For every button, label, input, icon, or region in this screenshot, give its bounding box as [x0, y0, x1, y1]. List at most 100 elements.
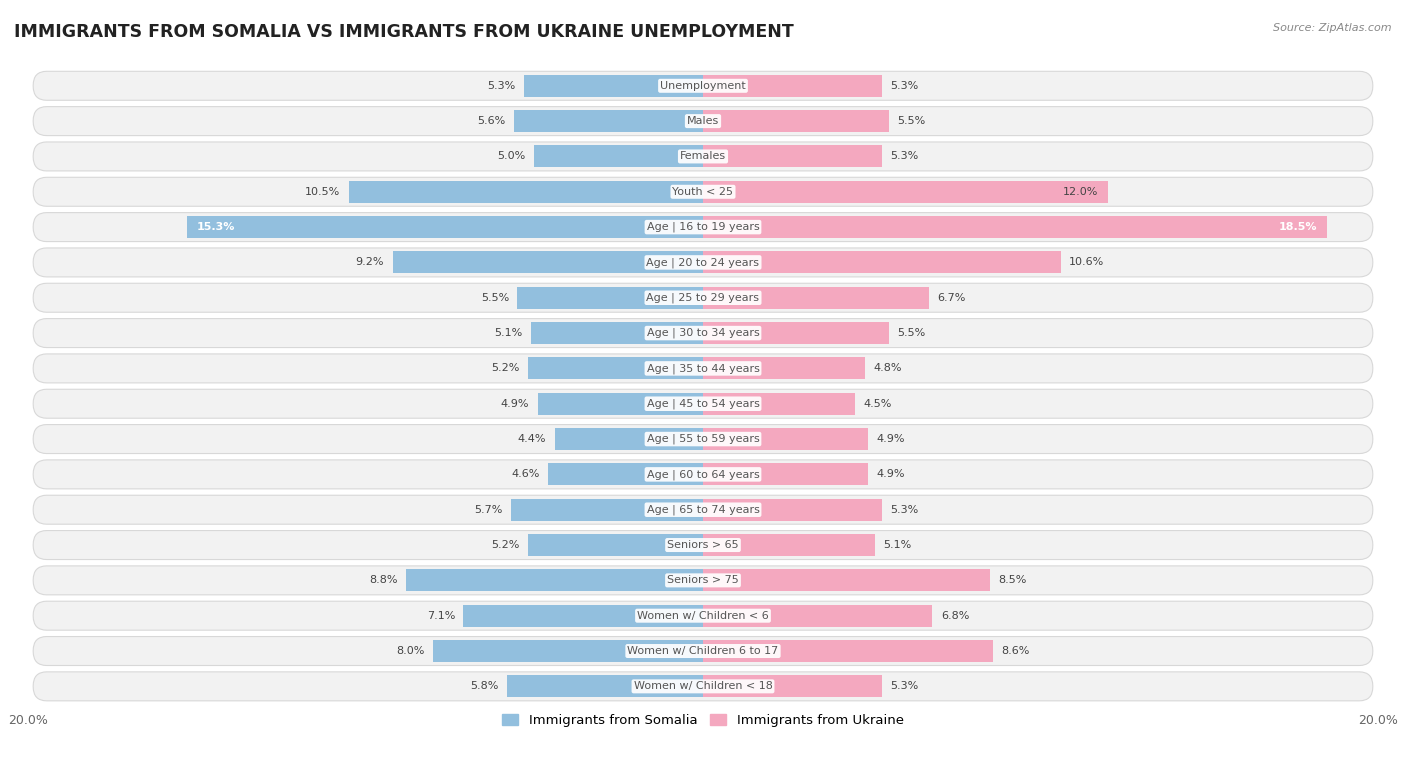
Text: 5.3%: 5.3% — [488, 81, 516, 91]
Bar — [703, 393, 855, 415]
Bar — [527, 534, 703, 556]
Text: Age | 45 to 54 years: Age | 45 to 54 years — [647, 398, 759, 409]
Bar — [524, 75, 703, 97]
Text: 5.3%: 5.3% — [890, 151, 918, 161]
Text: Age | 20 to 24 years: Age | 20 to 24 years — [647, 257, 759, 268]
Text: Youth < 25: Youth < 25 — [672, 187, 734, 197]
Text: Age | 35 to 44 years: Age | 35 to 44 years — [647, 363, 759, 374]
Text: 18.5%: 18.5% — [1278, 222, 1317, 232]
Bar — [703, 534, 875, 556]
Bar — [703, 111, 889, 132]
Bar — [537, 393, 703, 415]
Text: 4.9%: 4.9% — [877, 434, 905, 444]
Bar — [703, 675, 882, 697]
FancyBboxPatch shape — [34, 71, 1372, 100]
Bar — [703, 640, 993, 662]
Text: 4.9%: 4.9% — [501, 399, 529, 409]
FancyBboxPatch shape — [34, 177, 1372, 206]
Bar — [527, 357, 703, 379]
Text: 5.5%: 5.5% — [897, 116, 925, 126]
FancyBboxPatch shape — [34, 389, 1372, 418]
Bar — [703, 569, 990, 591]
Bar — [703, 428, 869, 450]
FancyBboxPatch shape — [34, 531, 1372, 559]
Text: 8.6%: 8.6% — [1001, 646, 1031, 656]
Text: 8.5%: 8.5% — [998, 575, 1026, 585]
Bar — [508, 675, 703, 697]
FancyBboxPatch shape — [34, 319, 1372, 347]
Text: Seniors > 75: Seniors > 75 — [666, 575, 740, 585]
Text: 6.8%: 6.8% — [941, 611, 969, 621]
Text: 5.0%: 5.0% — [498, 151, 526, 161]
FancyBboxPatch shape — [34, 637, 1372, 665]
FancyBboxPatch shape — [34, 601, 1372, 630]
Text: IMMIGRANTS FROM SOMALIA VS IMMIGRANTS FROM UKRAINE UNEMPLOYMENT: IMMIGRANTS FROM SOMALIA VS IMMIGRANTS FR… — [14, 23, 794, 41]
Bar — [703, 287, 929, 309]
Bar — [703, 605, 932, 627]
Text: 4.6%: 4.6% — [510, 469, 540, 479]
Text: 12.0%: 12.0% — [1063, 187, 1098, 197]
Text: 5.1%: 5.1% — [495, 328, 523, 338]
Bar — [703, 322, 889, 344]
FancyBboxPatch shape — [34, 248, 1372, 277]
Text: Age | 55 to 59 years: Age | 55 to 59 years — [647, 434, 759, 444]
FancyBboxPatch shape — [34, 460, 1372, 489]
Bar — [392, 251, 703, 273]
Bar — [515, 111, 703, 132]
FancyBboxPatch shape — [34, 213, 1372, 241]
Text: 7.1%: 7.1% — [426, 611, 456, 621]
Bar — [187, 217, 703, 238]
Text: 6.7%: 6.7% — [938, 293, 966, 303]
Text: 5.5%: 5.5% — [897, 328, 925, 338]
Bar — [703, 181, 1108, 203]
Text: Age | 60 to 64 years: Age | 60 to 64 years — [647, 469, 759, 480]
Text: 5.3%: 5.3% — [890, 681, 918, 691]
Bar — [703, 357, 865, 379]
FancyBboxPatch shape — [34, 495, 1372, 524]
Text: Unemployment: Unemployment — [661, 81, 745, 91]
Text: Age | 25 to 29 years: Age | 25 to 29 years — [647, 292, 759, 303]
Bar — [703, 145, 882, 167]
Bar — [517, 287, 703, 309]
Text: Women w/ Children < 18: Women w/ Children < 18 — [634, 681, 772, 691]
Text: Females: Females — [681, 151, 725, 161]
Text: 10.5%: 10.5% — [305, 187, 340, 197]
Text: 4.8%: 4.8% — [873, 363, 901, 373]
Text: 5.5%: 5.5% — [481, 293, 509, 303]
Bar — [548, 463, 703, 485]
Bar — [464, 605, 703, 627]
FancyBboxPatch shape — [34, 354, 1372, 383]
Text: Women w/ Children 6 to 17: Women w/ Children 6 to 17 — [627, 646, 779, 656]
Bar — [554, 428, 703, 450]
Bar — [510, 499, 703, 521]
FancyBboxPatch shape — [34, 425, 1372, 453]
Text: 9.2%: 9.2% — [356, 257, 384, 267]
Text: 4.5%: 4.5% — [863, 399, 891, 409]
Text: Males: Males — [688, 116, 718, 126]
Text: 4.9%: 4.9% — [877, 469, 905, 479]
FancyBboxPatch shape — [34, 107, 1372, 136]
Legend: Immigrants from Somalia, Immigrants from Ukraine: Immigrants from Somalia, Immigrants from… — [496, 709, 910, 732]
Text: Seniors > 65: Seniors > 65 — [668, 540, 738, 550]
Bar — [433, 640, 703, 662]
Text: 5.2%: 5.2% — [491, 540, 519, 550]
Text: 5.1%: 5.1% — [883, 540, 911, 550]
Text: 5.3%: 5.3% — [890, 505, 918, 515]
Bar — [349, 181, 703, 203]
Text: 5.6%: 5.6% — [478, 116, 506, 126]
FancyBboxPatch shape — [34, 566, 1372, 595]
FancyBboxPatch shape — [34, 283, 1372, 312]
FancyBboxPatch shape — [34, 672, 1372, 701]
Text: 8.8%: 8.8% — [370, 575, 398, 585]
Text: Age | 16 to 19 years: Age | 16 to 19 years — [647, 222, 759, 232]
Bar — [406, 569, 703, 591]
Bar — [703, 499, 882, 521]
Text: 5.2%: 5.2% — [491, 363, 519, 373]
Text: 15.3%: 15.3% — [197, 222, 235, 232]
Bar — [703, 251, 1060, 273]
Bar — [534, 145, 703, 167]
Bar — [703, 217, 1327, 238]
Text: 4.4%: 4.4% — [517, 434, 546, 444]
Bar — [703, 463, 869, 485]
Text: 8.0%: 8.0% — [396, 646, 425, 656]
